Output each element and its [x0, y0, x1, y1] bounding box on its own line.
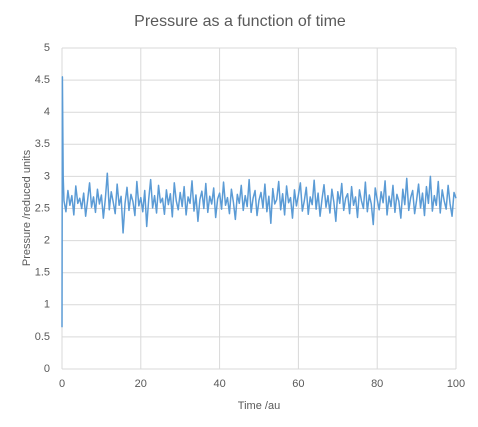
- y-tick-label: 2: [44, 235, 50, 247]
- y-tick-label: 3: [44, 170, 50, 182]
- x-tick-label: 40: [213, 378, 225, 390]
- y-tick-label: 1.5: [35, 267, 50, 279]
- y-tick-label: 3.5: [35, 138, 50, 150]
- x-tick-label: 20: [135, 378, 147, 390]
- y-axis-label: Pressure /reduced units: [21, 149, 33, 266]
- x-tick-label: 80: [371, 378, 383, 390]
- y-tick-label: 4: [44, 106, 50, 118]
- x-tick-label: 100: [447, 378, 465, 390]
- y-tick-label: 2.5: [35, 202, 50, 214]
- y-tick-label: 0: [44, 363, 50, 375]
- y-tick-label: 1: [44, 299, 50, 311]
- x-tick-label: 60: [292, 378, 304, 390]
- x-axis-label: Time /au: [238, 400, 280, 412]
- y-tick-label: 4.5: [35, 74, 50, 86]
- data-line: [61, 76, 457, 328]
- y-tick-label: 5: [44, 42, 50, 54]
- chart-title: Pressure as a function of time: [134, 13, 346, 30]
- y-tick-label: 0.5: [35, 331, 50, 343]
- x-tick-label: 0: [59, 378, 65, 390]
